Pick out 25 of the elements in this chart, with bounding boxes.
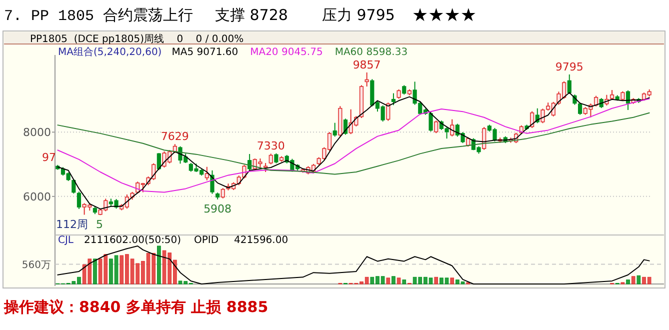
text: 操作建议：8840 多单持有 止损 8885: [3, 298, 268, 316]
text: 支撑 8728: [215, 6, 288, 24]
annotation: OPID: [194, 235, 219, 246]
text: 压力 9795: [322, 6, 395, 24]
text: MA60 8598.33: [334, 47, 408, 58]
text: ★★★★: [412, 5, 477, 26]
annotation: 9857: [352, 58, 381, 72]
annotation: 5908: [204, 202, 232, 216]
annotation: 9795: [555, 60, 584, 74]
annotation: 7330: [256, 140, 285, 153]
chart-title: 7. PP 1805 合约震荡上行: [4, 7, 194, 25]
text: MA20 9045.75: [250, 47, 323, 58]
legend-title: MA组合(5,240,20,60): [58, 46, 162, 58]
annotation: 97: [42, 151, 56, 164]
annotation: 7629: [160, 130, 189, 144]
ref-line-label: 560万: [22, 260, 51, 272]
chart-subtitle: PP1805 (DCE pp1805)周线 0 0 / 0.00%: [30, 33, 244, 45]
annotation: 5: [96, 218, 103, 231]
text: MA5 9071.60: [172, 47, 238, 58]
y-tick-label: 6000: [23, 190, 51, 204]
y-tick-label: 8000: [23, 126, 51, 140]
annotation: 421596.00: [234, 235, 288, 246]
annotation: 112周: [56, 218, 88, 231]
annotation: 2111602.00(50:50): [84, 235, 182, 246]
annotation: CJL: [58, 235, 74, 246]
